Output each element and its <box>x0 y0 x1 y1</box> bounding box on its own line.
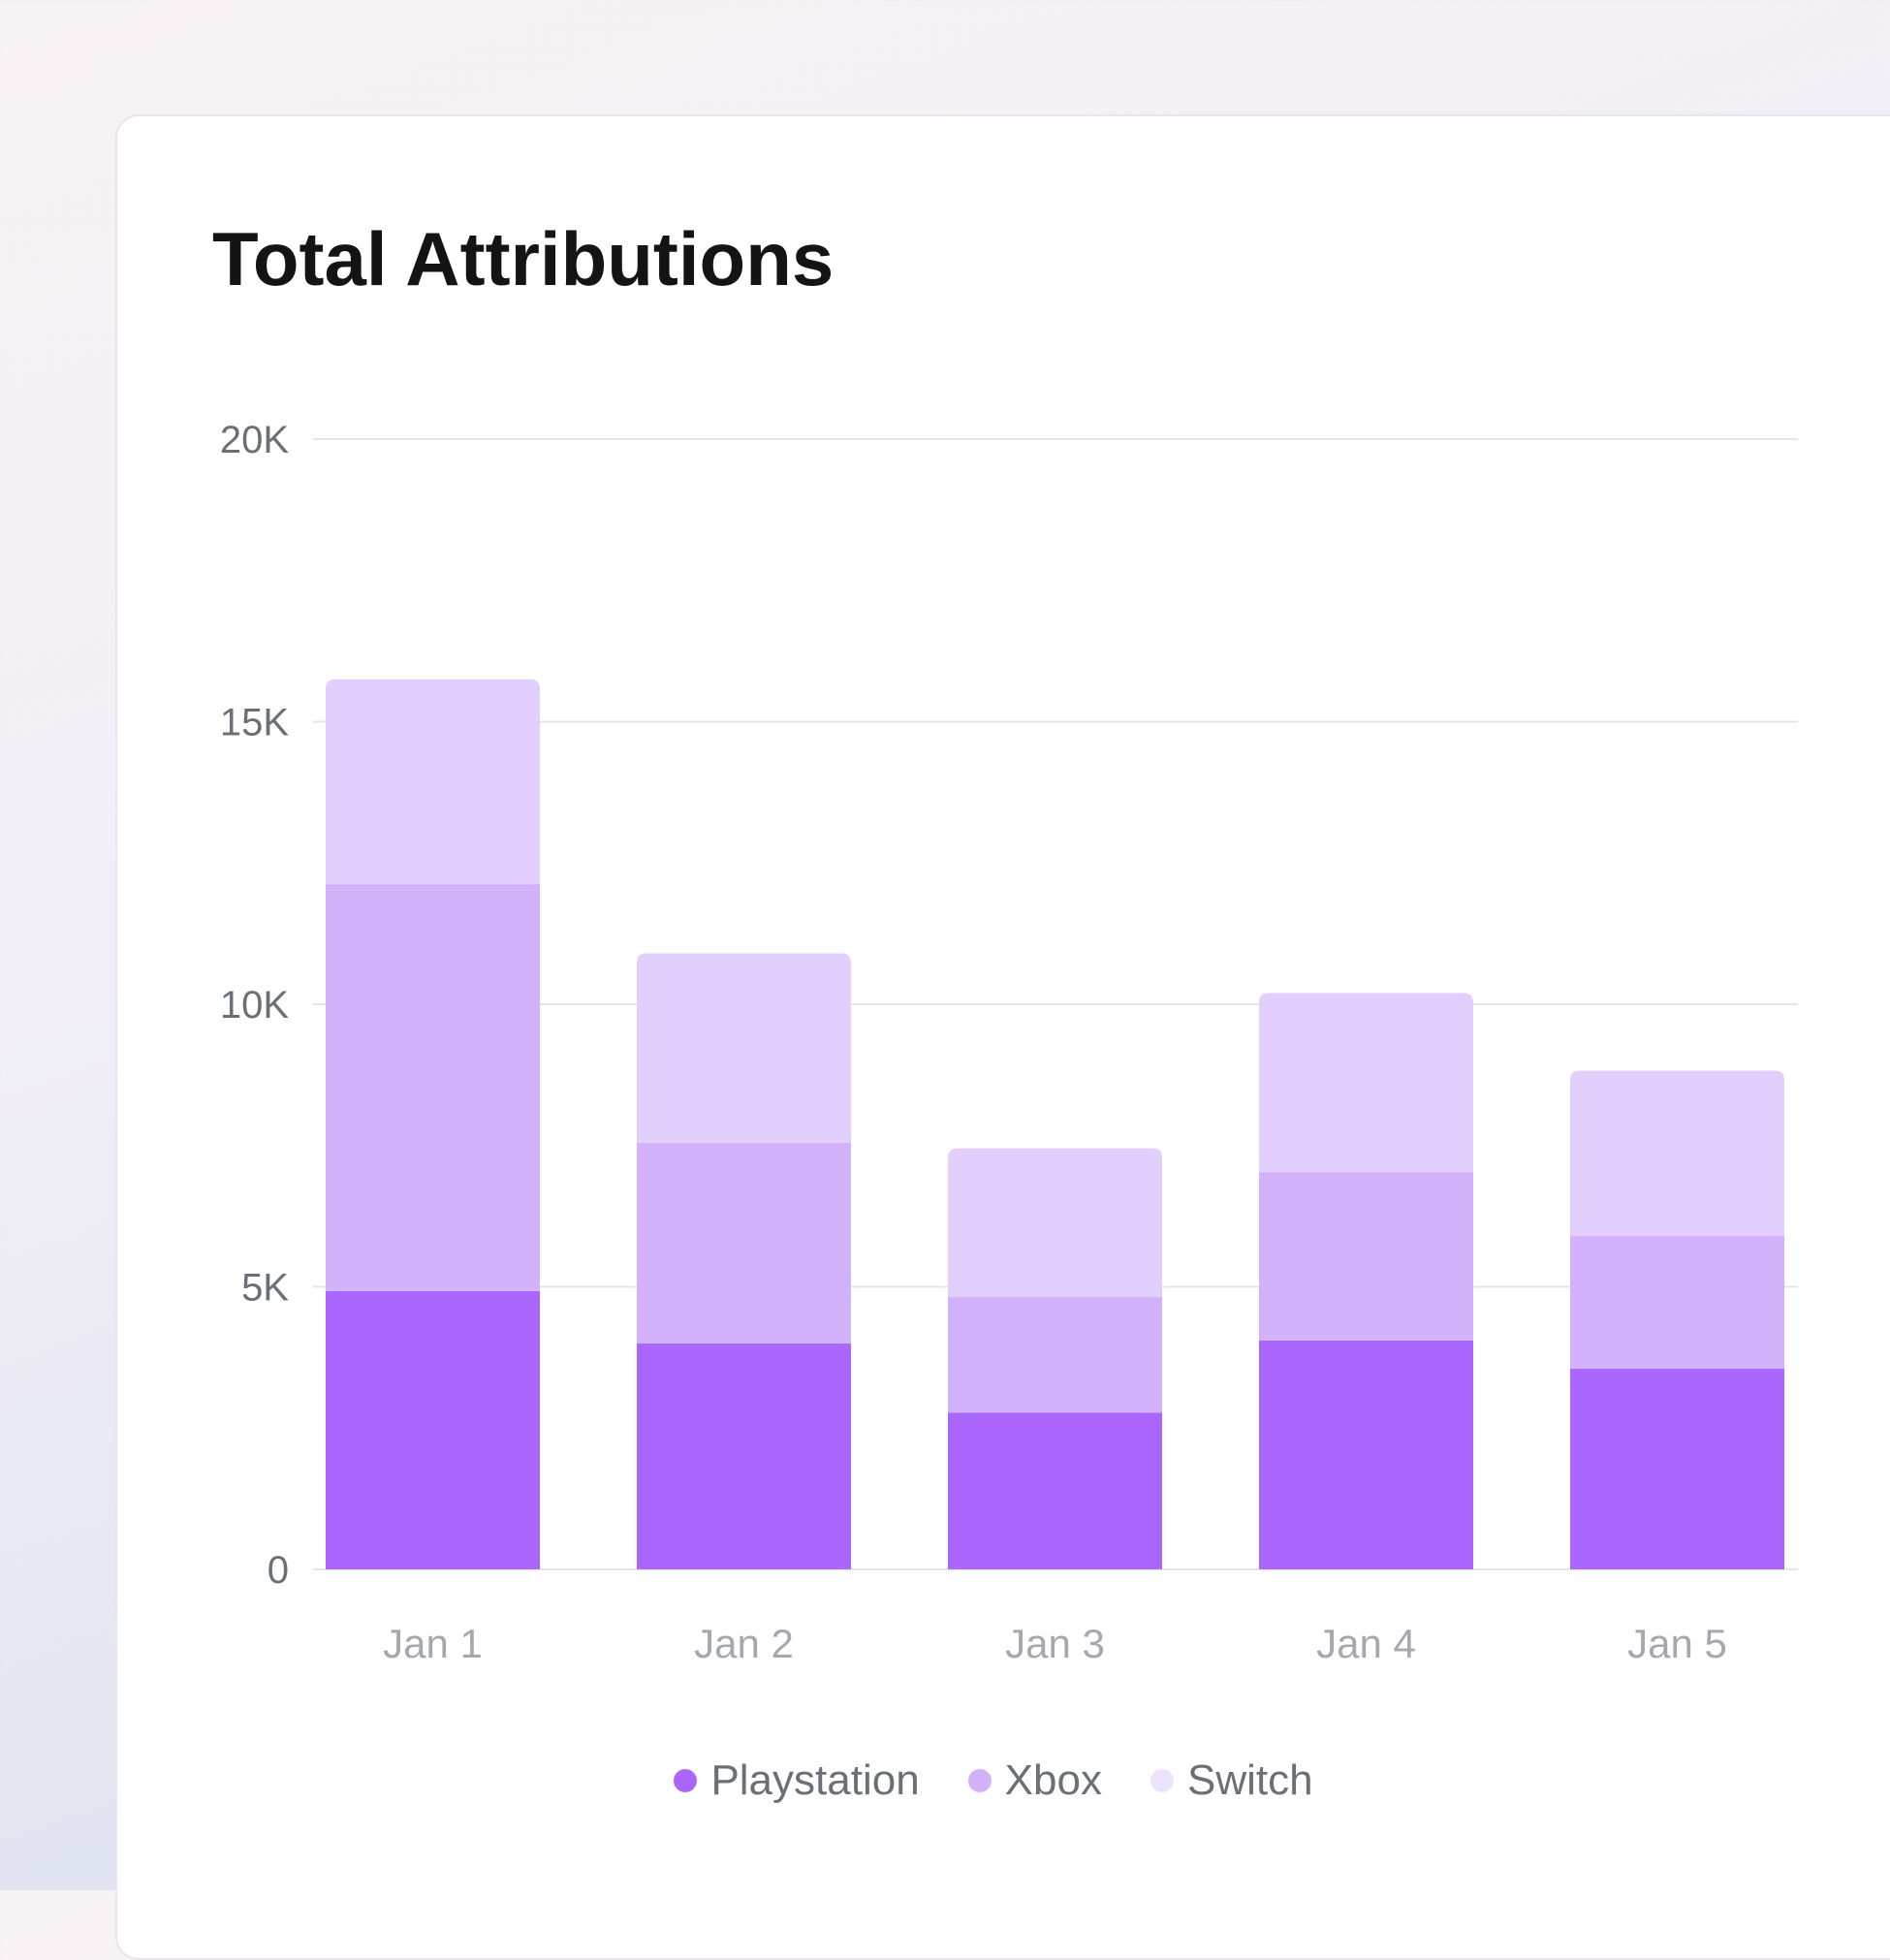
bar-segment-xbox[interactable] <box>326 884 540 1291</box>
bar-segment-switch[interactable] <box>948 1148 1162 1297</box>
y-tick-label: 10K <box>220 984 289 1027</box>
bar-segment-xbox[interactable] <box>1570 1236 1784 1370</box>
bar-segment-xbox[interactable] <box>948 1296 1162 1413</box>
legend-dot-icon <box>967 1769 992 1792</box>
bar-segment-playstation[interactable] <box>948 1412 1162 1569</box>
legend-dot-icon <box>1150 1769 1174 1792</box>
y-tick-label: 15K <box>220 702 289 744</box>
bar-segment-switch[interactable] <box>1259 993 1473 1173</box>
bar-segment-switch[interactable] <box>1570 1070 1784 1237</box>
chart-title: Total Attributions <box>212 216 835 301</box>
x-tick-label: Jan 2 <box>694 1621 794 1666</box>
legend-label: Xbox <box>1004 1756 1102 1804</box>
legend-dot-icon <box>674 1769 698 1792</box>
bar-segment-switch[interactable] <box>326 679 540 885</box>
legend-label: Playstation <box>710 1756 920 1804</box>
bar-segment-playstation[interactable] <box>1259 1340 1473 1569</box>
bar-segment-xbox[interactable] <box>637 1142 851 1344</box>
x-tick-label: Jan 5 <box>1627 1621 1727 1666</box>
x-tick-label: Jan 3 <box>1005 1621 1105 1666</box>
legend-item[interactable]: Xbox <box>967 1756 1102 1805</box>
legend-label: Switch <box>1186 1756 1313 1804</box>
y-tick-label: 20K <box>220 419 289 461</box>
y-tick-label: 0 <box>268 1549 289 1592</box>
bar-segment-xbox[interactable] <box>1259 1172 1473 1341</box>
x-tick-label: Jan 1 <box>383 1621 483 1666</box>
bar-segment-switch[interactable] <box>637 953 851 1143</box>
legend-item[interactable]: Switch <box>1150 1756 1313 1805</box>
bar-segment-playstation[interactable] <box>1570 1369 1784 1569</box>
legend-item[interactable]: Playstation <box>674 1756 920 1805</box>
bar-segment-playstation[interactable] <box>637 1343 851 1569</box>
x-tick-label: Jan 4 <box>1316 1621 1416 1666</box>
bar-segment-playstation[interactable] <box>326 1290 540 1569</box>
chart: 0 5K 10K 15K 20K Jan 1 Jan 2 Jan 3 Jan 4 Jan 5 <box>220 419 1798 1666</box>
legend: Playstation Xbox Switch <box>0 1756 1890 1805</box>
y-tick-label: 5K <box>241 1267 289 1310</box>
